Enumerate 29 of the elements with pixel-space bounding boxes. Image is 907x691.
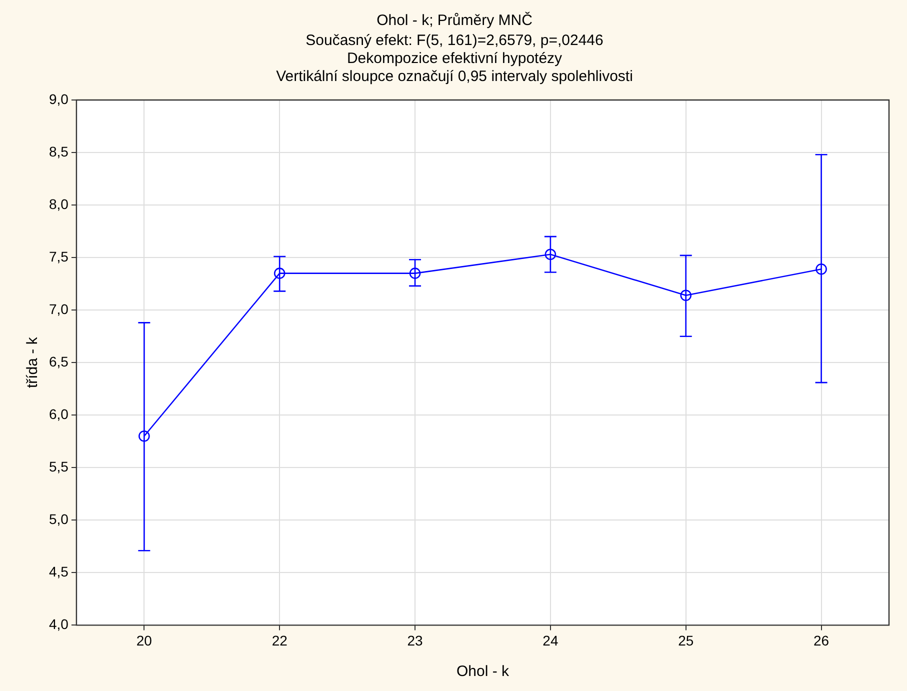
x-tick-label: 24 [542,632,558,648]
y-tick-label: 5,0 [48,511,69,528]
point [138,430,150,442]
y-tick-label: 4,5 [48,564,69,580]
x-tick-label: 20 [136,632,152,648]
text: Dekompozice efektivní hypotézy [346,50,563,68]
x-tick-label: 25 [678,632,694,648]
x-tick-label: 23 [407,632,424,648]
x-tick-label: 22 [272,632,288,648]
y-tick-label: 9,0 [48,90,69,107]
y-axis-title: třída - k [24,336,42,388]
y-tick-label: 6,5 [48,353,69,370]
point [544,248,556,260]
y-tick-label: 4,0 [48,616,69,632]
point [680,290,692,302]
y-tick-label: 6,0 [48,406,69,422]
text: Vertikální sloupce označují 0,95 intervaly spolehlivosti [276,68,633,86]
x-tick-label: 26 [814,632,830,648]
y-tick-label: 7,5 [48,248,69,264]
chart-subtitle: Současný efekt: F(5, 161)=2,6579, p=,02446 [306,32,604,50]
y-tick-label: 5,5 [48,458,69,474]
y-tick-label: 8,5 [48,143,69,160]
x-axis-title: Ohol - k [456,663,510,680]
y-tick-label: 7,0 [48,300,69,317]
y-tick-label: 8,0 [48,196,69,212]
point [409,268,421,279]
chart-title: Ohol - k; Průměry MNČ [376,11,533,30]
point [816,263,827,275]
point [274,268,286,279]
